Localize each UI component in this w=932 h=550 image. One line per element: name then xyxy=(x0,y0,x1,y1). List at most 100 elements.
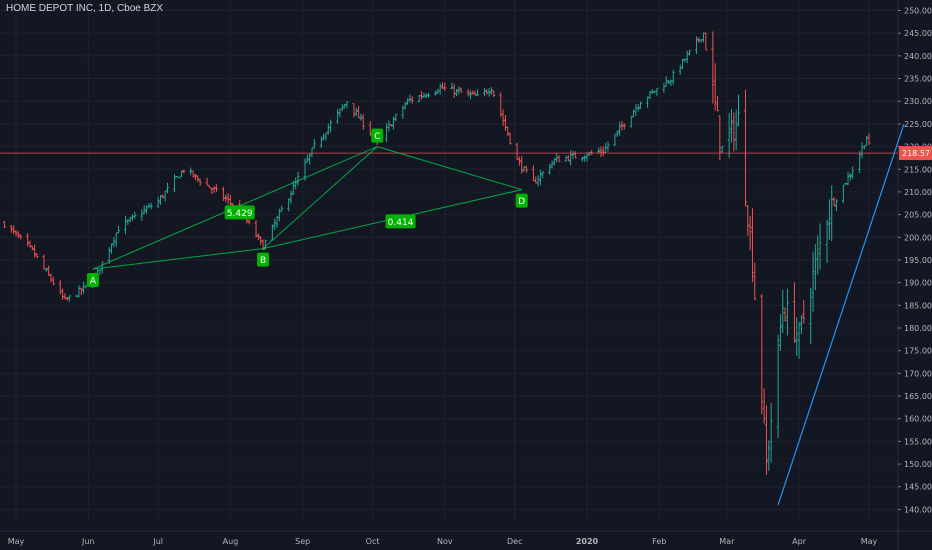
ohlc-bar xyxy=(639,101,643,109)
y-tick-label: 185.00 xyxy=(904,301,932,310)
ohlc-bar xyxy=(743,89,747,207)
ohlc-bar xyxy=(848,173,852,181)
ohlc-bar xyxy=(482,87,486,97)
ohlc-bar xyxy=(685,50,689,64)
ohlc-bar xyxy=(329,119,333,133)
x-tick-label: Feb xyxy=(652,537,666,546)
ohlc-bar xyxy=(19,234,23,240)
y-tick-label: 145.00 xyxy=(904,483,932,492)
ohlc-bar xyxy=(26,233,30,247)
pattern-ratio-box xyxy=(224,205,255,220)
ohlc-bar xyxy=(776,334,780,438)
ohlc-bar xyxy=(678,64,682,75)
ohlc-bar xyxy=(198,178,202,186)
ohlc-bar xyxy=(42,254,46,270)
ohlc-bar xyxy=(394,113,398,122)
ohlc-bar xyxy=(552,158,556,166)
y-tick-label: 155.00 xyxy=(904,437,932,446)
ohlc-bar xyxy=(177,177,181,179)
ohlc-bar xyxy=(571,150,575,159)
y-tick-label: 180.00 xyxy=(904,324,932,333)
ohlc-bar xyxy=(613,133,617,147)
trendline xyxy=(777,123,905,506)
ohlc-bar xyxy=(816,235,820,275)
ohlc-bar xyxy=(862,145,866,150)
ohlc-bar xyxy=(811,251,815,312)
ohlc-bar xyxy=(310,147,314,158)
ohlc-bar xyxy=(436,88,440,95)
ohlc-bar xyxy=(58,279,62,295)
pattern-point-label: C xyxy=(374,132,380,142)
ohlc-bar xyxy=(385,122,389,143)
ohlc-bar xyxy=(590,149,594,156)
ohlc-bar xyxy=(585,152,589,162)
ohlc-bar xyxy=(179,170,183,177)
ohlc-bar xyxy=(734,109,738,150)
ohlc-bar xyxy=(583,155,587,162)
y-tick-label: 245.00 xyxy=(904,29,932,38)
ohlc-bar xyxy=(303,158,307,181)
ohlc-bar xyxy=(809,288,813,344)
ohlc-bar xyxy=(47,265,51,276)
ohlc-bar xyxy=(68,295,72,302)
ohlc-bar xyxy=(506,126,510,136)
y-tick-label: 250.00 xyxy=(904,7,932,16)
ohlc-bar xyxy=(273,218,277,230)
ohlc-bar xyxy=(783,307,787,322)
ohlc-bar xyxy=(629,115,633,128)
ohlc-bar xyxy=(61,288,65,300)
ohlc-bar xyxy=(653,90,657,94)
pattern-point-marker xyxy=(86,273,99,288)
ohlc-bar xyxy=(716,95,720,112)
ohlc-bar xyxy=(564,155,568,162)
ohlc-bar xyxy=(28,240,32,248)
ohlc-bar xyxy=(196,175,200,182)
ohlc-bar xyxy=(361,114,365,131)
ohlc-bar xyxy=(427,93,431,98)
y-tick-label: 175.00 xyxy=(904,347,932,356)
x-tick-label: Oct xyxy=(366,537,380,546)
ohlc-bar xyxy=(16,230,20,239)
ohlc-bar xyxy=(401,105,405,119)
ohlc-bar xyxy=(459,87,463,93)
ohlc-bar xyxy=(322,133,326,141)
ohlc-bar xyxy=(646,96,650,108)
ohlc-bar xyxy=(615,130,619,137)
ohlc-bar xyxy=(345,101,349,109)
ohlc-bar xyxy=(438,83,442,95)
x-tick-label: Mar xyxy=(719,537,735,546)
ohlc-bar xyxy=(825,219,829,264)
ohlc-bar xyxy=(352,103,356,118)
ohlc-bar xyxy=(51,276,55,286)
ohlc-bar xyxy=(636,104,640,112)
ohlc-bar xyxy=(354,107,358,117)
ohlc-bar xyxy=(832,197,836,207)
ohlc-bar xyxy=(620,120,624,131)
ohlc-bar xyxy=(799,315,803,335)
ohlc-bar xyxy=(802,300,806,324)
ohlc-bar xyxy=(434,90,438,96)
ohlc-bar xyxy=(221,186,225,201)
ohlc-bar xyxy=(566,155,570,162)
ohlc-bar xyxy=(44,267,48,272)
ohlc-bar xyxy=(422,93,426,98)
ohlc-bar xyxy=(729,108,733,143)
ohlc-bar xyxy=(450,82,454,90)
ohlc-bar xyxy=(762,388,766,424)
pattern-line xyxy=(92,248,264,270)
ohlc-bar xyxy=(165,182,169,194)
ohlc-bar xyxy=(147,203,151,208)
y-tick-label: 240.00 xyxy=(904,52,932,61)
x-tick-label: May xyxy=(861,537,878,546)
y-tick-label: 235.00 xyxy=(904,75,932,84)
ohlc-bar xyxy=(662,82,666,93)
ohlc-bar xyxy=(536,175,540,187)
ohlc-bar xyxy=(727,113,731,158)
ohlc-bar xyxy=(841,184,845,203)
ohlc-bar xyxy=(107,247,111,264)
y-tick-label: 205.00 xyxy=(904,211,932,220)
ohlc-bar xyxy=(443,82,447,91)
ohlc-bar xyxy=(452,83,456,99)
ohlc-bar xyxy=(340,104,344,112)
